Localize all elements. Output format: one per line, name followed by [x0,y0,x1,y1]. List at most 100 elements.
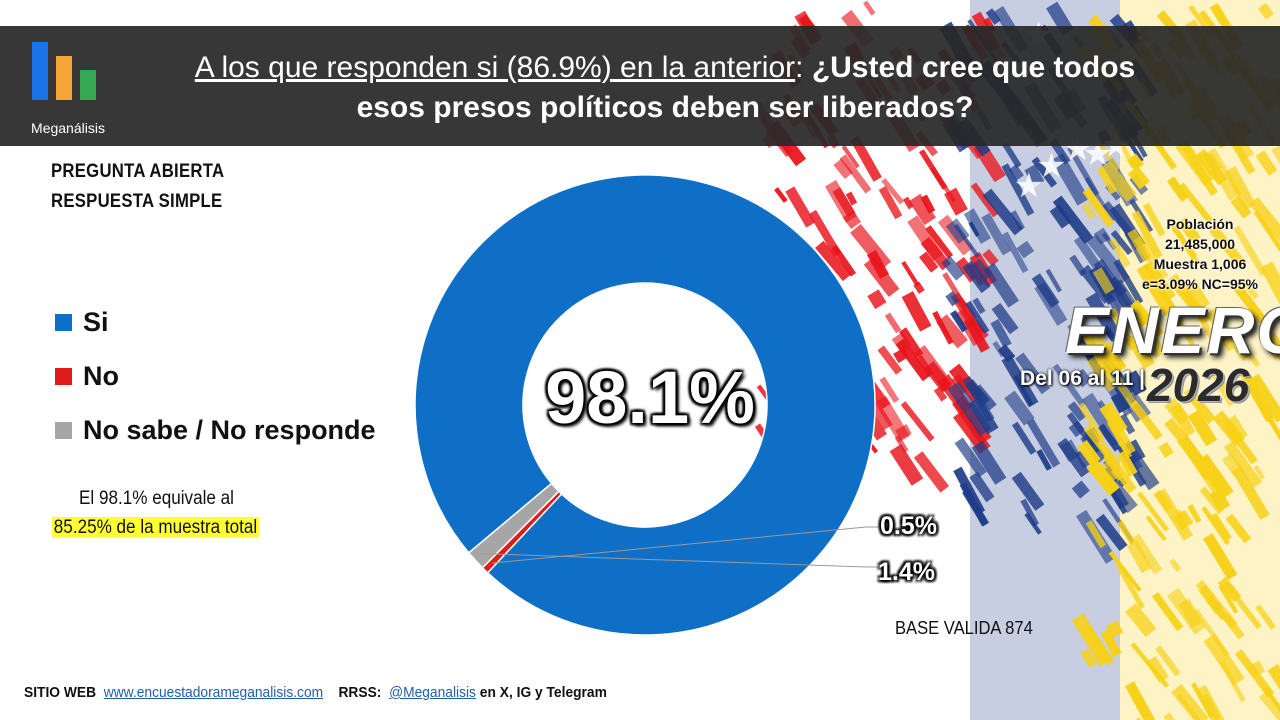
brush-stroke [1267,663,1280,699]
base-valida: BASE VALIDA 874 [895,618,1033,638]
sample-note: El 98.1% equivale al 85.25% de la muestr… [52,484,260,542]
brush-stroke [1110,391,1131,414]
legend-swatch-nsnr [55,421,72,439]
brush-stroke [842,210,862,230]
brush-stroke [1218,584,1239,614]
brush-stroke [1187,409,1218,447]
donut-slice-2 [467,482,560,569]
brush-stroke [919,149,948,190]
brush-stroke [971,440,1007,485]
leader-line-2 [482,553,878,568]
brush-stroke [841,145,860,169]
brush-stroke [1052,195,1094,245]
brush-stroke [1001,354,1039,408]
brush-stroke [992,340,1006,358]
brush-stroke [1080,648,1098,669]
brush-stroke [1011,421,1037,455]
brush-stroke [1082,187,1115,228]
brush-stroke [964,379,990,407]
brush-stroke [1004,390,1035,426]
logo-bar-orange [56,56,72,100]
brush-stroke [1258,689,1280,720]
brush-stroke [1209,225,1247,270]
brush-stroke [832,187,856,218]
brush-stroke [884,312,902,334]
brush-stroke [1233,284,1271,329]
brush-stroke [925,225,954,259]
brush-stroke [1024,164,1045,187]
brush-stroke [1241,279,1259,300]
title-colon: : [795,51,812,84]
legend-label-no: No [83,360,119,391]
brush-stroke [1085,292,1122,341]
brush-stroke [1155,488,1193,541]
brush-stroke [990,319,1012,348]
brush-stroke [1116,450,1138,477]
brush-stroke [968,221,980,237]
brush-stroke [1100,629,1122,658]
brush-stroke [1185,296,1196,310]
donut-slice-0 [414,174,876,636]
legend-item-nsnr: No sabe / No responde [55,403,376,457]
brush-stroke [1077,440,1101,467]
brush-stroke [1202,693,1221,720]
note-line-1: El 98.1% equivale al [79,488,234,509]
brush-stroke [1117,520,1136,546]
poblacion-value: 21,485,000 [1164,236,1236,252]
brush-stroke [1152,592,1184,632]
brush-stroke [1222,581,1262,630]
brush-stroke [1069,254,1087,277]
brush-stroke [1221,453,1244,477]
brush-stroke [1143,261,1176,302]
brush-stroke [991,302,1019,335]
brush-stroke [944,187,968,216]
brush-stroke [1168,222,1198,258]
brush-stroke [1105,620,1124,639]
brush-stroke [1049,204,1072,229]
brush-stroke [1258,2,1274,20]
muestra: Muestra 1,006 [1153,256,1247,272]
brush-stroke [1112,374,1139,409]
brush-stroke [936,314,968,349]
brush-stroke [833,158,853,180]
brush-stroke [1187,504,1202,524]
brush-stroke [891,331,912,353]
brush-stroke [1125,603,1157,638]
error-margin: e=3.09% NC=95% [1142,276,1258,292]
brush-stroke [1210,512,1232,541]
brush-stroke [1097,142,1121,171]
question-type-line: PREGUNTA ABIERTA [51,161,225,182]
brush-stroke [1164,417,1187,442]
brush-stroke [963,208,991,244]
brush-stroke [1164,397,1191,426]
legend-swatch-no [55,367,72,385]
brush-stroke [1224,166,1257,211]
brush-stroke [815,240,852,282]
survey-meta: Población 21,485,000 Muestra 1,006 e=3.0… [1125,214,1275,294]
brush-stroke [981,212,1012,256]
brush-stroke [902,196,914,210]
brush-stroke [1095,513,1128,552]
brush-stroke [1158,441,1174,458]
brush-stroke [1167,176,1189,202]
brush-stroke [972,297,986,315]
social-handle-link[interactable]: @Meganalisis [389,684,476,701]
brush-stroke [1255,604,1276,630]
brush-stroke [901,291,932,332]
brush-stroke [1178,182,1213,224]
title-context: A los que responden si (86.9%) en la ant… [194,51,796,84]
website-link[interactable]: www.encuestadorameganalisis.com [103,684,324,701]
brush-stroke [874,395,910,443]
brush-stroke [1203,633,1245,686]
brush-stroke [1144,332,1166,358]
brush-stroke [1081,392,1123,447]
brush-stroke [1136,262,1177,317]
brush-stroke [1008,164,1024,181]
brush-stroke [881,177,905,205]
brush-stroke [1169,558,1182,572]
legend-item-si: Si [55,295,376,349]
logo-bar-green [80,70,96,100]
brush-stroke [1078,402,1106,443]
page-title: A los que responden si (86.9%) en la ant… [170,48,1160,128]
brush-stroke [1225,513,1252,544]
